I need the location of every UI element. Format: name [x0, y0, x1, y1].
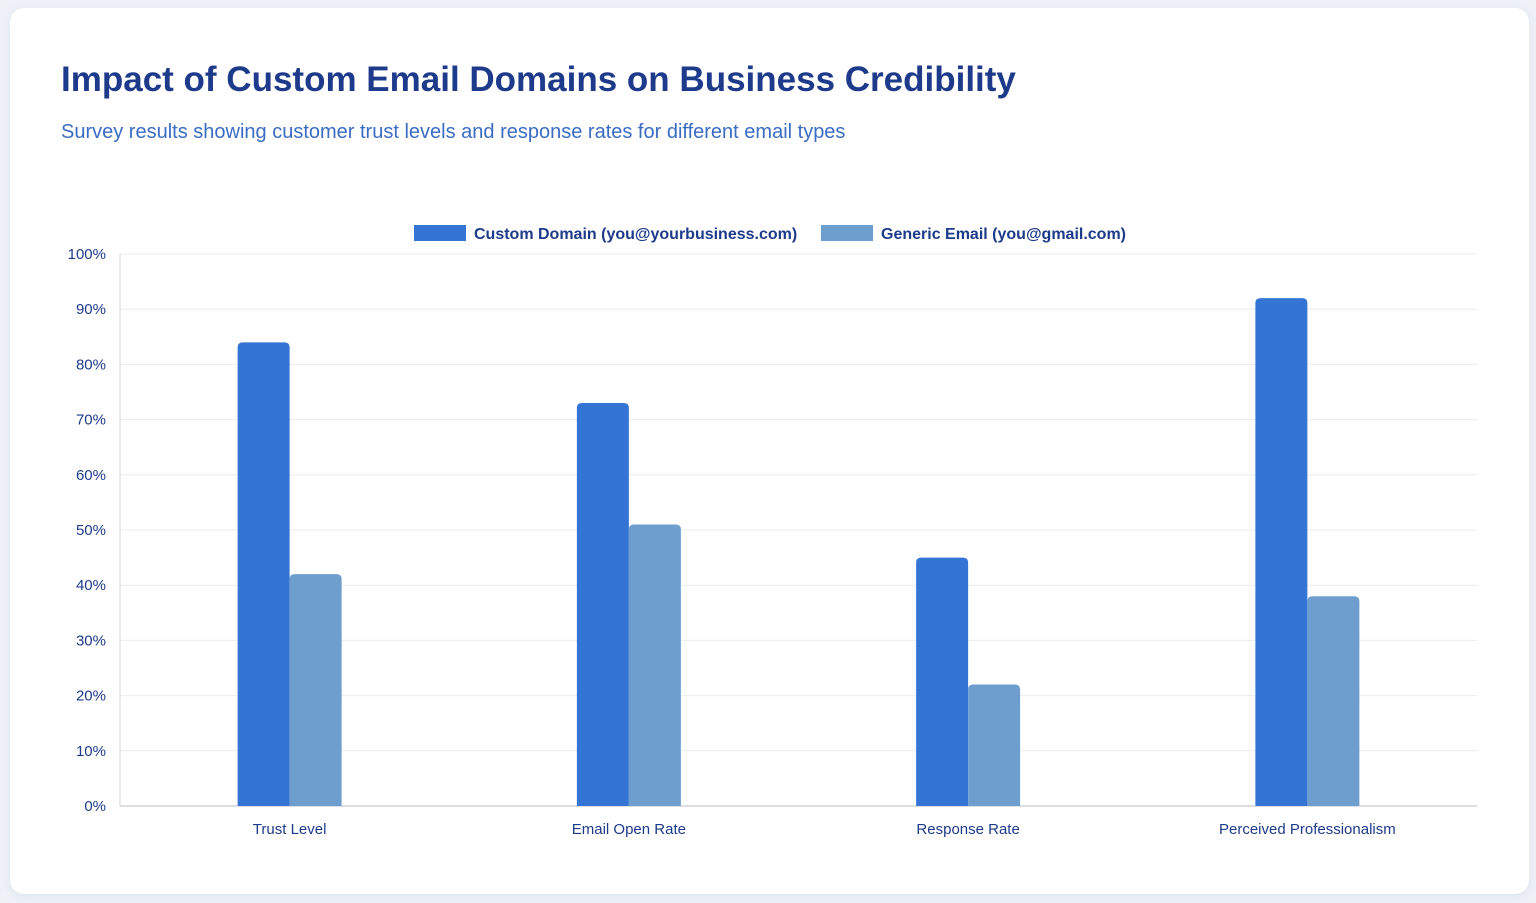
bar-generic-email-3[interactable] [1307, 596, 1360, 806]
legend-label-0[interactable]: Custom Domain (you@yourbusiness.com) [474, 226, 797, 243]
bar-generic-email-0[interactable] [289, 574, 342, 806]
legend-swatch-0[interactable] [414, 225, 466, 241]
bar-custom-domain-3[interactable] [1255, 298, 1308, 806]
bar-generic-email-1[interactable] [628, 524, 681, 806]
page-title: Impact of Custom Email Domains on Busine… [61, 60, 1016, 99]
page-subtitle: Survey results showing customer trust le… [61, 121, 846, 143]
x-tick-label: Email Open Rate [572, 821, 686, 838]
y-tick-label: 80% [76, 356, 106, 373]
y-tick-label: 40% [76, 577, 106, 594]
x-tick-label: Perceived Professionalism [1219, 821, 1396, 838]
y-tick-label: 90% [76, 301, 106, 318]
y-tick-label: 70% [76, 412, 106, 429]
bar-chart: 0% 10% 20% 30% 40% 50% 60% 70% 80% 90% 100% Trust L… [68, 225, 1477, 838]
legend[interactable]: Custom Domain (you@yourbusiness.com) Gene… [414, 225, 1126, 243]
x-tick-label: Trust Level [253, 821, 327, 838]
axes [119, 254, 1477, 807]
bar-custom-domain-2[interactable] [916, 557, 969, 806]
y-tick-label: 60% [76, 467, 106, 484]
x-tick-label: Response Rate [916, 821, 1019, 838]
y-tick-label: 100% [68, 246, 106, 263]
bar-custom-domain-1[interactable] [576, 403, 629, 806]
y-tick-label: 30% [76, 632, 106, 649]
y-tick-label: 0% [84, 798, 106, 815]
bar-generic-email-2[interactable] [968, 684, 1021, 806]
bar-custom-domain-0[interactable] [237, 342, 290, 806]
chart-card: Impact of Custom Email Domains on Busine… [10, 8, 1529, 894]
legend-swatch-1[interactable] [821, 225, 873, 241]
y-tick-label: 50% [76, 522, 106, 539]
bars [237, 298, 1360, 806]
tick-labels: 0% 10% 20% 30% 40% 50% 60% 70% 80% 90% 100% Trust L… [68, 246, 1396, 838]
y-tick-label: 10% [76, 743, 106, 760]
legend-label-1[interactable]: Generic Email (you@gmail.com) [881, 226, 1126, 243]
y-tick-label: 20% [76, 688, 106, 705]
grid-lines [120, 253, 1477, 752]
